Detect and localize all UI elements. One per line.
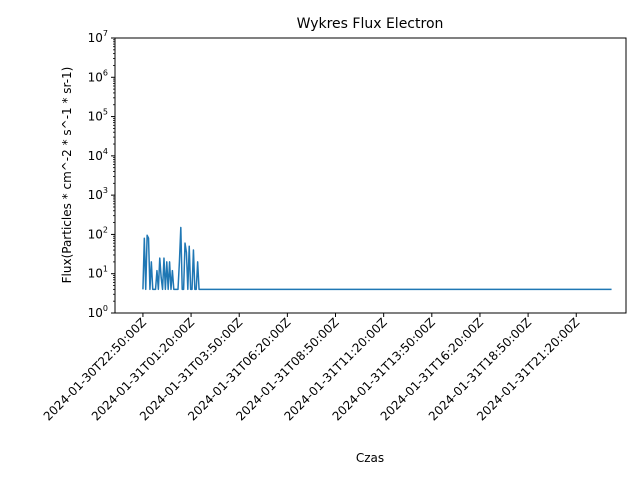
x-axis-label: Czas [356, 451, 384, 465]
y-tick-label: 105 [88, 108, 108, 124]
flux-line [142, 226, 612, 291]
plot-frame [114, 37, 627, 314]
y-tick-label: 106 [88, 68, 108, 84]
y-tick-label: 101 [88, 265, 108, 281]
y-tick-label: 100 [88, 304, 108, 320]
y-tick-label: 102 [88, 225, 108, 241]
x-tick-label: 2024-01-31T21:20:00Z [474, 315, 582, 423]
y-axis-label: Flux(Particles * cm^-2 * s^-1 * sr-1) [60, 67, 74, 284]
y-axis: 100 101 102 103 104 105 106 107 [88, 29, 115, 320]
plot-area [114, 37, 627, 314]
y-tick-label: 107 [88, 29, 108, 45]
y-tick-label: 104 [88, 147, 108, 163]
y-tick-label: 103 [88, 186, 108, 202]
x-axis: 2024-01-30T22:50:00Z2024-01-31T01:20:00Z… [41, 313, 582, 424]
chart-title: Wykres Flux Electron [297, 16, 444, 32]
